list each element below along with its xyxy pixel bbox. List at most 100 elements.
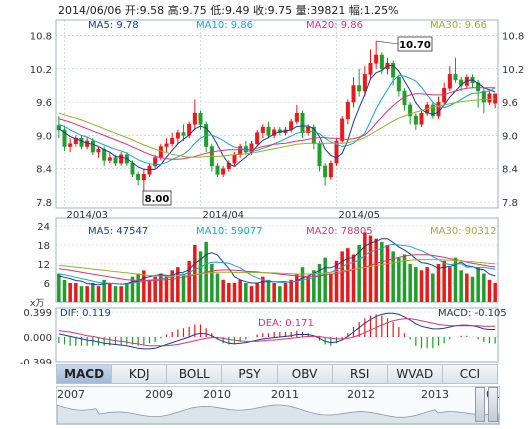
volume-bar-down xyxy=(278,286,282,302)
tab-boll[interactable]: BOLL xyxy=(167,364,223,384)
candle-down xyxy=(391,63,396,78)
volume-ma20-line xyxy=(58,254,496,282)
volume-bar-up xyxy=(334,260,339,302)
volume-bar-down xyxy=(79,286,84,302)
candle-down xyxy=(181,132,186,136)
candle-down xyxy=(430,104,435,117)
candle-down xyxy=(311,126,316,144)
candle-up xyxy=(192,112,197,125)
time-navigator[interactable]: 2007200920102011201220132014 xyxy=(56,386,500,425)
low-callout-box xyxy=(142,190,172,206)
navigator-handle-left[interactable] xyxy=(475,387,485,422)
volume-bar-down xyxy=(414,267,418,302)
candle-down xyxy=(300,112,305,133)
volume-bar-down xyxy=(136,273,140,302)
volume-bar-up xyxy=(306,276,310,302)
volume-bar-down xyxy=(476,267,480,302)
high-callout: 10.70 xyxy=(399,40,431,51)
price-tick-left: 9.0 xyxy=(36,131,52,142)
volume-bar-down xyxy=(323,257,327,302)
volume-bars xyxy=(57,232,497,302)
volume-bar-down xyxy=(380,241,384,302)
tab-wvad[interactable]: WVAD xyxy=(387,364,443,384)
volume-bar-up xyxy=(176,267,180,302)
volume-bar-down xyxy=(408,264,412,302)
macd-panel-frame xyxy=(55,307,499,363)
volume-bar-down xyxy=(397,257,401,302)
candle-down xyxy=(266,126,271,136)
price-tick-right: 10.2 xyxy=(502,65,524,76)
candle-up xyxy=(232,154,237,164)
tab-macd[interactable]: MACD xyxy=(56,364,113,384)
high-callout-leader xyxy=(376,40,399,45)
dif-label: DIF: 0.119 xyxy=(60,308,111,319)
volume-bar-up xyxy=(74,283,78,302)
macd-tick: 0.000 xyxy=(23,333,52,344)
volume-tick: 24 xyxy=(37,222,50,233)
candle-up xyxy=(255,132,260,144)
volume-ma10-line xyxy=(58,243,496,285)
volume-bar-up xyxy=(374,238,378,302)
candle-up xyxy=(294,112,299,122)
candle-up xyxy=(238,146,243,156)
price-legend-2: MA20: 9.86 xyxy=(306,20,363,31)
volume-bar-up xyxy=(419,270,424,302)
volume-legend-1: MA10: 59077 xyxy=(196,226,263,237)
volume-bar-down xyxy=(459,270,463,302)
volume-bar-down xyxy=(215,273,220,302)
volume-bar-down xyxy=(244,283,248,302)
volume-bar-up xyxy=(465,273,469,302)
navigator-year: 2007 xyxy=(57,388,85,401)
volume-bar-up xyxy=(249,286,254,302)
candle-up xyxy=(345,101,350,120)
volume-bar-down xyxy=(300,267,305,302)
candle-up xyxy=(334,140,339,164)
volume-bar-up xyxy=(187,260,191,302)
candle-up xyxy=(153,157,158,167)
tab-rsi[interactable]: RSI xyxy=(332,364,388,384)
tab-psy[interactable]: PSY xyxy=(222,364,278,384)
volume-ma30-line xyxy=(58,259,496,277)
price-ma10-line xyxy=(58,74,496,166)
price-tick-right: 8.4 xyxy=(502,165,518,176)
volume-legend-2: MA20: 78805 xyxy=(306,226,373,237)
volume-bar-up xyxy=(346,248,350,302)
navigator-year: 2009 xyxy=(145,388,173,401)
candle-up xyxy=(119,154,124,164)
candle-down xyxy=(408,104,413,117)
volume-bar-down xyxy=(317,264,322,302)
dea-line xyxy=(58,318,496,347)
volume-bar-up xyxy=(142,270,146,302)
volume-bar-up xyxy=(368,235,373,302)
navigator-year: 2013 xyxy=(421,388,449,401)
price-ma20-line xyxy=(58,87,496,160)
price-ma30-line xyxy=(58,98,496,158)
candle-up xyxy=(260,126,265,133)
volume-tick: 12 xyxy=(37,260,50,271)
volume-bar-up xyxy=(221,279,225,302)
volume-bar-up xyxy=(85,286,89,302)
volume-bar-down xyxy=(113,286,118,302)
candle-down xyxy=(323,165,328,178)
tab-kdj[interactable]: KDJ xyxy=(112,364,168,384)
macd-label: MACD: -0.105 xyxy=(438,308,507,319)
price-tick-right: 7.8 xyxy=(502,198,518,209)
candle-up xyxy=(96,149,101,153)
candle-down xyxy=(79,137,84,147)
macd-tick: -0.399 xyxy=(20,358,52,364)
navigator-handle-right[interactable] xyxy=(488,387,498,422)
candle-up xyxy=(141,174,146,181)
candle-up xyxy=(221,168,226,175)
moving-average-lines xyxy=(58,65,496,171)
volume-bar-up xyxy=(272,283,276,302)
volume-bar-down xyxy=(266,279,271,302)
candle-up xyxy=(436,101,441,117)
candle-up xyxy=(158,146,163,158)
candle-down xyxy=(357,85,362,92)
volume-bar-down xyxy=(470,276,475,302)
price-panel-frame xyxy=(55,19,499,209)
tab-cci[interactable]: CCI xyxy=(442,364,498,384)
price-tick-left: 10.2 xyxy=(30,65,52,76)
volume-bar-up xyxy=(170,270,174,302)
tab-obv[interactable]: OBV xyxy=(277,364,333,384)
